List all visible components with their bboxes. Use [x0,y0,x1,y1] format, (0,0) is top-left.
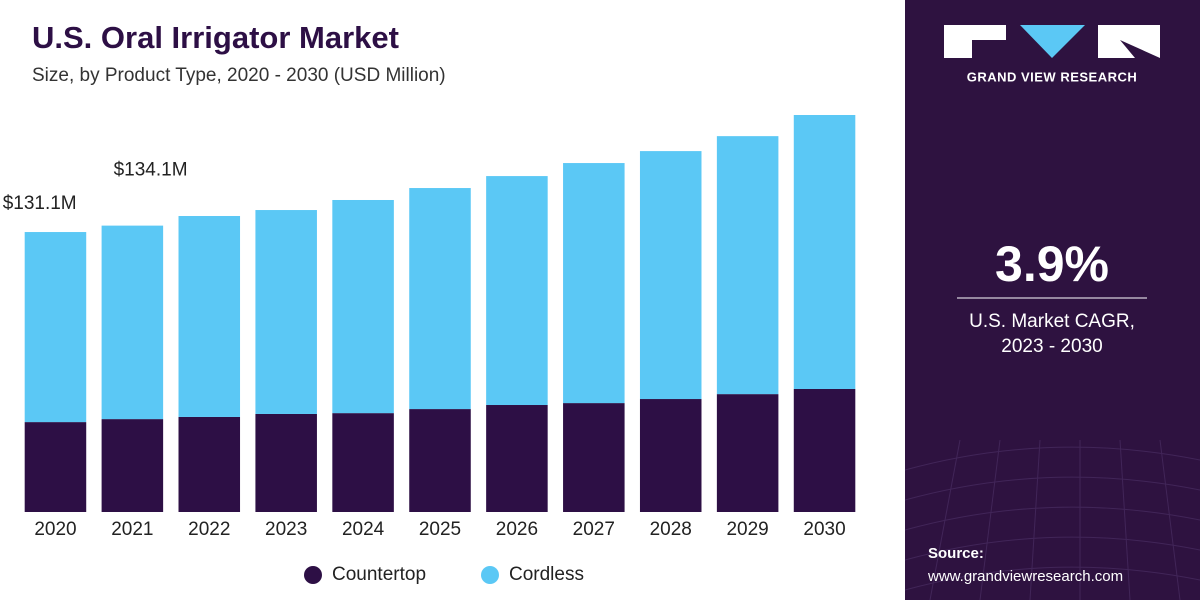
bar-segment [178,216,241,417]
sidebar-background [905,0,1200,600]
logo [944,25,1160,58]
legend-marker [304,566,322,584]
bar-segment [716,136,779,395]
logo-block [1098,25,1160,58]
x-tick-label: 2025 [419,519,461,540]
bar-segment [255,210,317,414]
logo-triangle [1020,25,1085,58]
bar-segment [24,422,87,512]
bar-segment [793,115,856,389]
data-label: $134.1M [114,160,188,181]
bar-segment [486,405,548,512]
bar-segment [101,225,164,420]
bar-segment [255,413,317,512]
bar-segment [563,403,625,512]
bar-segment [409,188,471,410]
logo-cut [1120,40,1160,58]
bar-segment [639,151,702,400]
legend-label: Countertop [332,564,426,585]
x-tick-label: 2020 [34,519,76,540]
bar-segment [332,413,394,512]
chart-subtitle: Size, by Product Type, 2020 - 2030 (USD … [32,65,446,86]
sidebar-grid-decoration [904,439,1200,600]
cagr-value: 3.9% [995,236,1109,292]
chart-title: U.S. Oral Irrigator Market [32,20,399,55]
bar-segment [793,388,856,512]
bar-segment [486,176,548,406]
bar-segment [332,199,394,414]
x-tick-label: 2026 [496,519,538,540]
x-tick-label: 2027 [573,519,615,540]
x-tick-label: 2021 [111,519,153,540]
bar-segment [716,394,779,512]
bar-segment [24,232,87,423]
data-label: $131.1M [3,193,77,214]
brand: GRAND VIEW RESEARCH [967,69,1138,84]
legend-label: Cordless [509,564,584,585]
source-title: Source: [928,545,984,562]
x-tick-label: 2022 [188,519,230,540]
cagr-label: 2023 - 2030 [1001,336,1102,357]
x-tick-label: 2030 [803,519,845,540]
legend-marker [481,566,499,584]
x-tick-label: 2024 [342,519,385,540]
source-url: www.grandviewresearch.com [927,568,1123,585]
cagr-label: U.S. Market CAGR, [969,311,1135,332]
x-tick-label: 2023 [265,519,307,540]
bar-segment [639,399,702,512]
logo-cut [972,40,1006,58]
bar-segment [178,416,241,512]
x-tick-label: 2028 [650,519,692,540]
bar-segment [409,409,471,512]
x-tick-label: 2029 [726,519,768,540]
bar-segment [101,419,164,512]
bar-segment [563,163,625,404]
